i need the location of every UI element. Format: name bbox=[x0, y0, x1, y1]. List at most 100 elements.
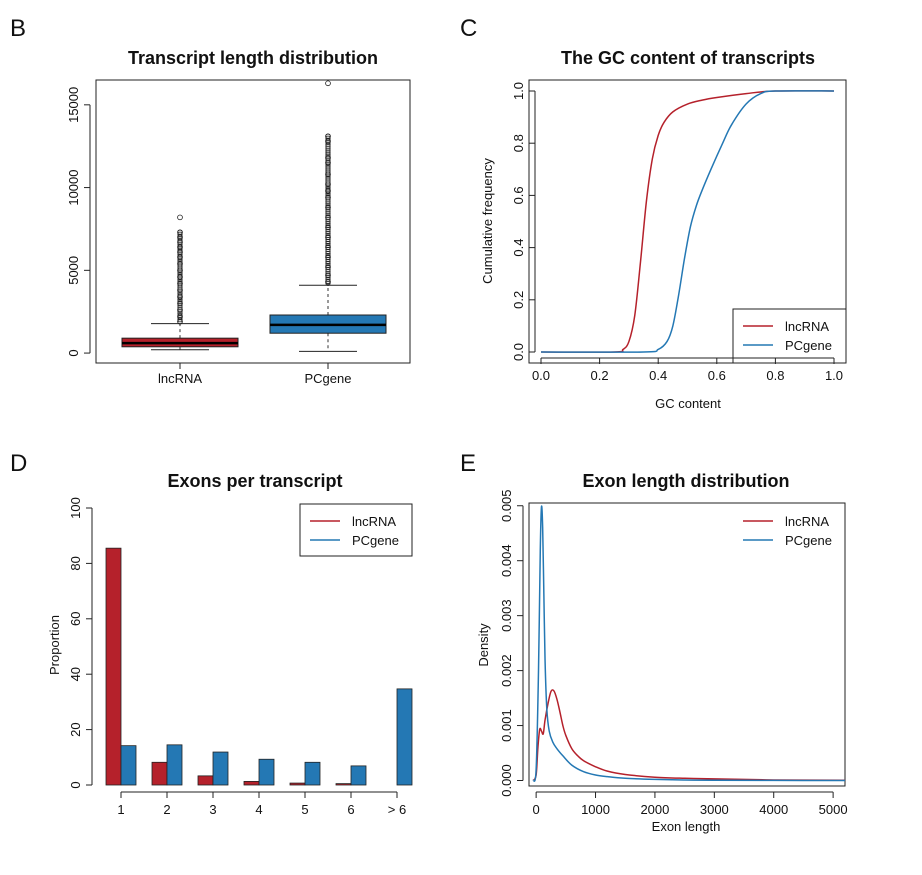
outlier-pcgene bbox=[325, 157, 331, 163]
bar-lncrna-3 bbox=[197, 775, 214, 786]
outlier-pcgene bbox=[325, 149, 331, 155]
panel-d-y-axis-tick-label: 100 bbox=[68, 497, 83, 519]
panel-e-axes: 0.000 0.001 0.002 0.003 0.004 0.005 0 1000 2000 3… bbox=[499, 489, 848, 817]
panel-e-lines bbox=[532, 505, 846, 782]
panel-b-x-axis: lncRNA PCgene bbox=[158, 363, 352, 386]
panel-b-y-axis-tick-label: 15000 bbox=[66, 87, 81, 123]
outlier-pcgene bbox=[325, 234, 331, 241]
panel-e-x-axis-tick-label: 4000 bbox=[759, 802, 788, 817]
outlier-pcgene bbox=[325, 227, 331, 233]
panel-c-x-axis-tick-label: 0.0 bbox=[532, 368, 550, 383]
panel-c-x-axis-tick-label: 0.4 bbox=[649, 368, 667, 383]
panel-c-y-axis-tick-label: 1.0 bbox=[511, 82, 526, 100]
panel-e-y-axis-tick-label: 0.004 bbox=[499, 544, 514, 577]
bar-lncrna-1 bbox=[105, 547, 122, 786]
panel-b-y-axis-tick-label: 0 bbox=[66, 349, 81, 356]
panel-e-y-axis-tick-label: 0.001 bbox=[499, 709, 514, 742]
panel-d-x-tick-label: 1 bbox=[117, 802, 124, 817]
series-line-pcgene bbox=[532, 505, 846, 782]
outlier-lncrna bbox=[177, 313, 183, 320]
outlier-pcgene bbox=[325, 266, 331, 272]
outlier-lncrna bbox=[177, 237, 183, 243]
panel-letter-b: B bbox=[10, 15, 26, 42]
panel-b-plot-frame bbox=[95, 79, 411, 364]
bar-lncrna-6 bbox=[335, 783, 352, 786]
outlier-pcgene bbox=[325, 224, 331, 231]
outlier-pcgene bbox=[325, 154, 331, 161]
outlier-pcgene bbox=[325, 254, 331, 260]
outlier-pcgene bbox=[325, 221, 331, 227]
panel-c-y-axis-tick-label: 0.4 bbox=[511, 239, 526, 257]
panel-d-y-axis-tick-label: 20 bbox=[68, 722, 83, 736]
panel-c-x-axis-tick-label: 0.6 bbox=[708, 368, 726, 383]
panel-e-plot-frame bbox=[528, 502, 846, 787]
outlier-pcgene bbox=[325, 197, 331, 203]
outlier-lncrna bbox=[177, 251, 183, 257]
outlier-pcgene bbox=[325, 185, 331, 191]
legend-label-pcgene: PCgene bbox=[352, 533, 399, 548]
panel-d-axes: 0 20 40 60 80 100 1 2 3 4 5 6 > 6 bbox=[68, 497, 406, 817]
legend-label-lncrna: lncRNA bbox=[352, 514, 396, 529]
panel-e-x-axis-tick-label: 0 bbox=[533, 802, 540, 817]
panel-d-y-axis-tick-label: 80 bbox=[68, 556, 83, 570]
panel-e-x-axis-tick-label: 2000 bbox=[640, 802, 669, 817]
panel-c-y-axis-tick-label: 0.8 bbox=[511, 134, 526, 152]
outlier-pcgene bbox=[325, 250, 331, 257]
outlier-pcgene bbox=[325, 279, 331, 285]
outlier-pcgene bbox=[325, 240, 331, 247]
panel-e-y-label: Density bbox=[476, 623, 491, 667]
outlier-lncrna bbox=[177, 231, 183, 237]
panel-c-axes: 0.0 0.2 0.4 0.6 0.8 1.0 0.0 0.2 0.4 0.6 0.8 1.0 bbox=[511, 82, 843, 383]
panel-d-x-tick-label: > 6 bbox=[388, 802, 406, 817]
outlier-pcgene bbox=[325, 169, 331, 175]
panel-e-y-axis-tick-label: 0.003 bbox=[499, 599, 514, 632]
panel-d-x-tick-label: 3 bbox=[209, 802, 216, 817]
outlier-pcgene bbox=[325, 179, 331, 185]
outlier-lncrna bbox=[177, 311, 183, 317]
panel-d-legend: lncRNA PCgene bbox=[299, 503, 413, 557]
outlier-lncrna bbox=[177, 307, 183, 313]
x-tick-label-lncrna: lncRNA bbox=[158, 371, 202, 386]
panel-d-y-axis-tick-label: 40 bbox=[68, 667, 83, 681]
panel-e-legend: lncRNA PCgene bbox=[743, 514, 832, 548]
panel-d: D Exons per transcript 0 20 40 60 80 100 1 2 3 4 5… bbox=[10, 450, 413, 817]
panel-b-y-axis-tick-label: 5000 bbox=[66, 256, 81, 285]
outlier-pcgene bbox=[325, 194, 331, 201]
legend-label-lncrna: lncRNA bbox=[785, 514, 829, 529]
panel-e-x-axis-tick-label: 3000 bbox=[700, 802, 729, 817]
panel-d-bars bbox=[105, 547, 413, 786]
outlier-pcgene bbox=[325, 272, 331, 279]
outlier-pcgene bbox=[325, 211, 331, 217]
legend-label-pcgene: PCgene bbox=[785, 533, 832, 548]
panel-b-boxes bbox=[121, 80, 387, 352]
outlier-pcgene bbox=[325, 207, 331, 213]
series-line-lncrna bbox=[540, 90, 835, 353]
outlier-lncrna bbox=[177, 287, 183, 293]
legend-box bbox=[299, 503, 413, 557]
outlier-pcgene bbox=[325, 151, 331, 157]
outlier-pcgene bbox=[325, 141, 331, 147]
legend-label-pcgene: PCgene bbox=[785, 338, 832, 353]
outlier-pcgene bbox=[325, 145, 331, 151]
outlier-lncrna bbox=[177, 267, 183, 274]
outlier-lncrna bbox=[177, 294, 183, 300]
outlier-pcgene bbox=[325, 214, 331, 221]
series-line-pcgene bbox=[540, 90, 835, 353]
outlier-pcgene bbox=[325, 135, 331, 141]
panel-d-x-tick-label: 6 bbox=[347, 802, 354, 817]
outlier-pcgene bbox=[325, 270, 331, 276]
panel-e-y-axis-tick-label: 0.000 bbox=[499, 764, 514, 797]
outlier-lncrna bbox=[177, 300, 183, 307]
bar-pcgene-3 bbox=[212, 751, 229, 786]
legend-box bbox=[732, 308, 847, 364]
panel-d-x-tick-label: 4 bbox=[255, 802, 262, 817]
panel-b-y-axis-tick-label: 10000 bbox=[66, 169, 81, 205]
panel-c-lines bbox=[540, 90, 835, 353]
panel-d-title: Exons per transcript bbox=[167, 471, 342, 491]
bar-pcgene-5 bbox=[304, 761, 321, 786]
panel-e-x-label: Exon length bbox=[652, 819, 721, 834]
x-tick-label-pcgene: PCgene bbox=[305, 371, 352, 386]
panel-c-y-axis-tick-label: 0.0 bbox=[511, 343, 526, 361]
outlier-lncrna bbox=[177, 257, 183, 263]
panel-e-y-axis-tick-label: 0.005 bbox=[499, 489, 514, 522]
